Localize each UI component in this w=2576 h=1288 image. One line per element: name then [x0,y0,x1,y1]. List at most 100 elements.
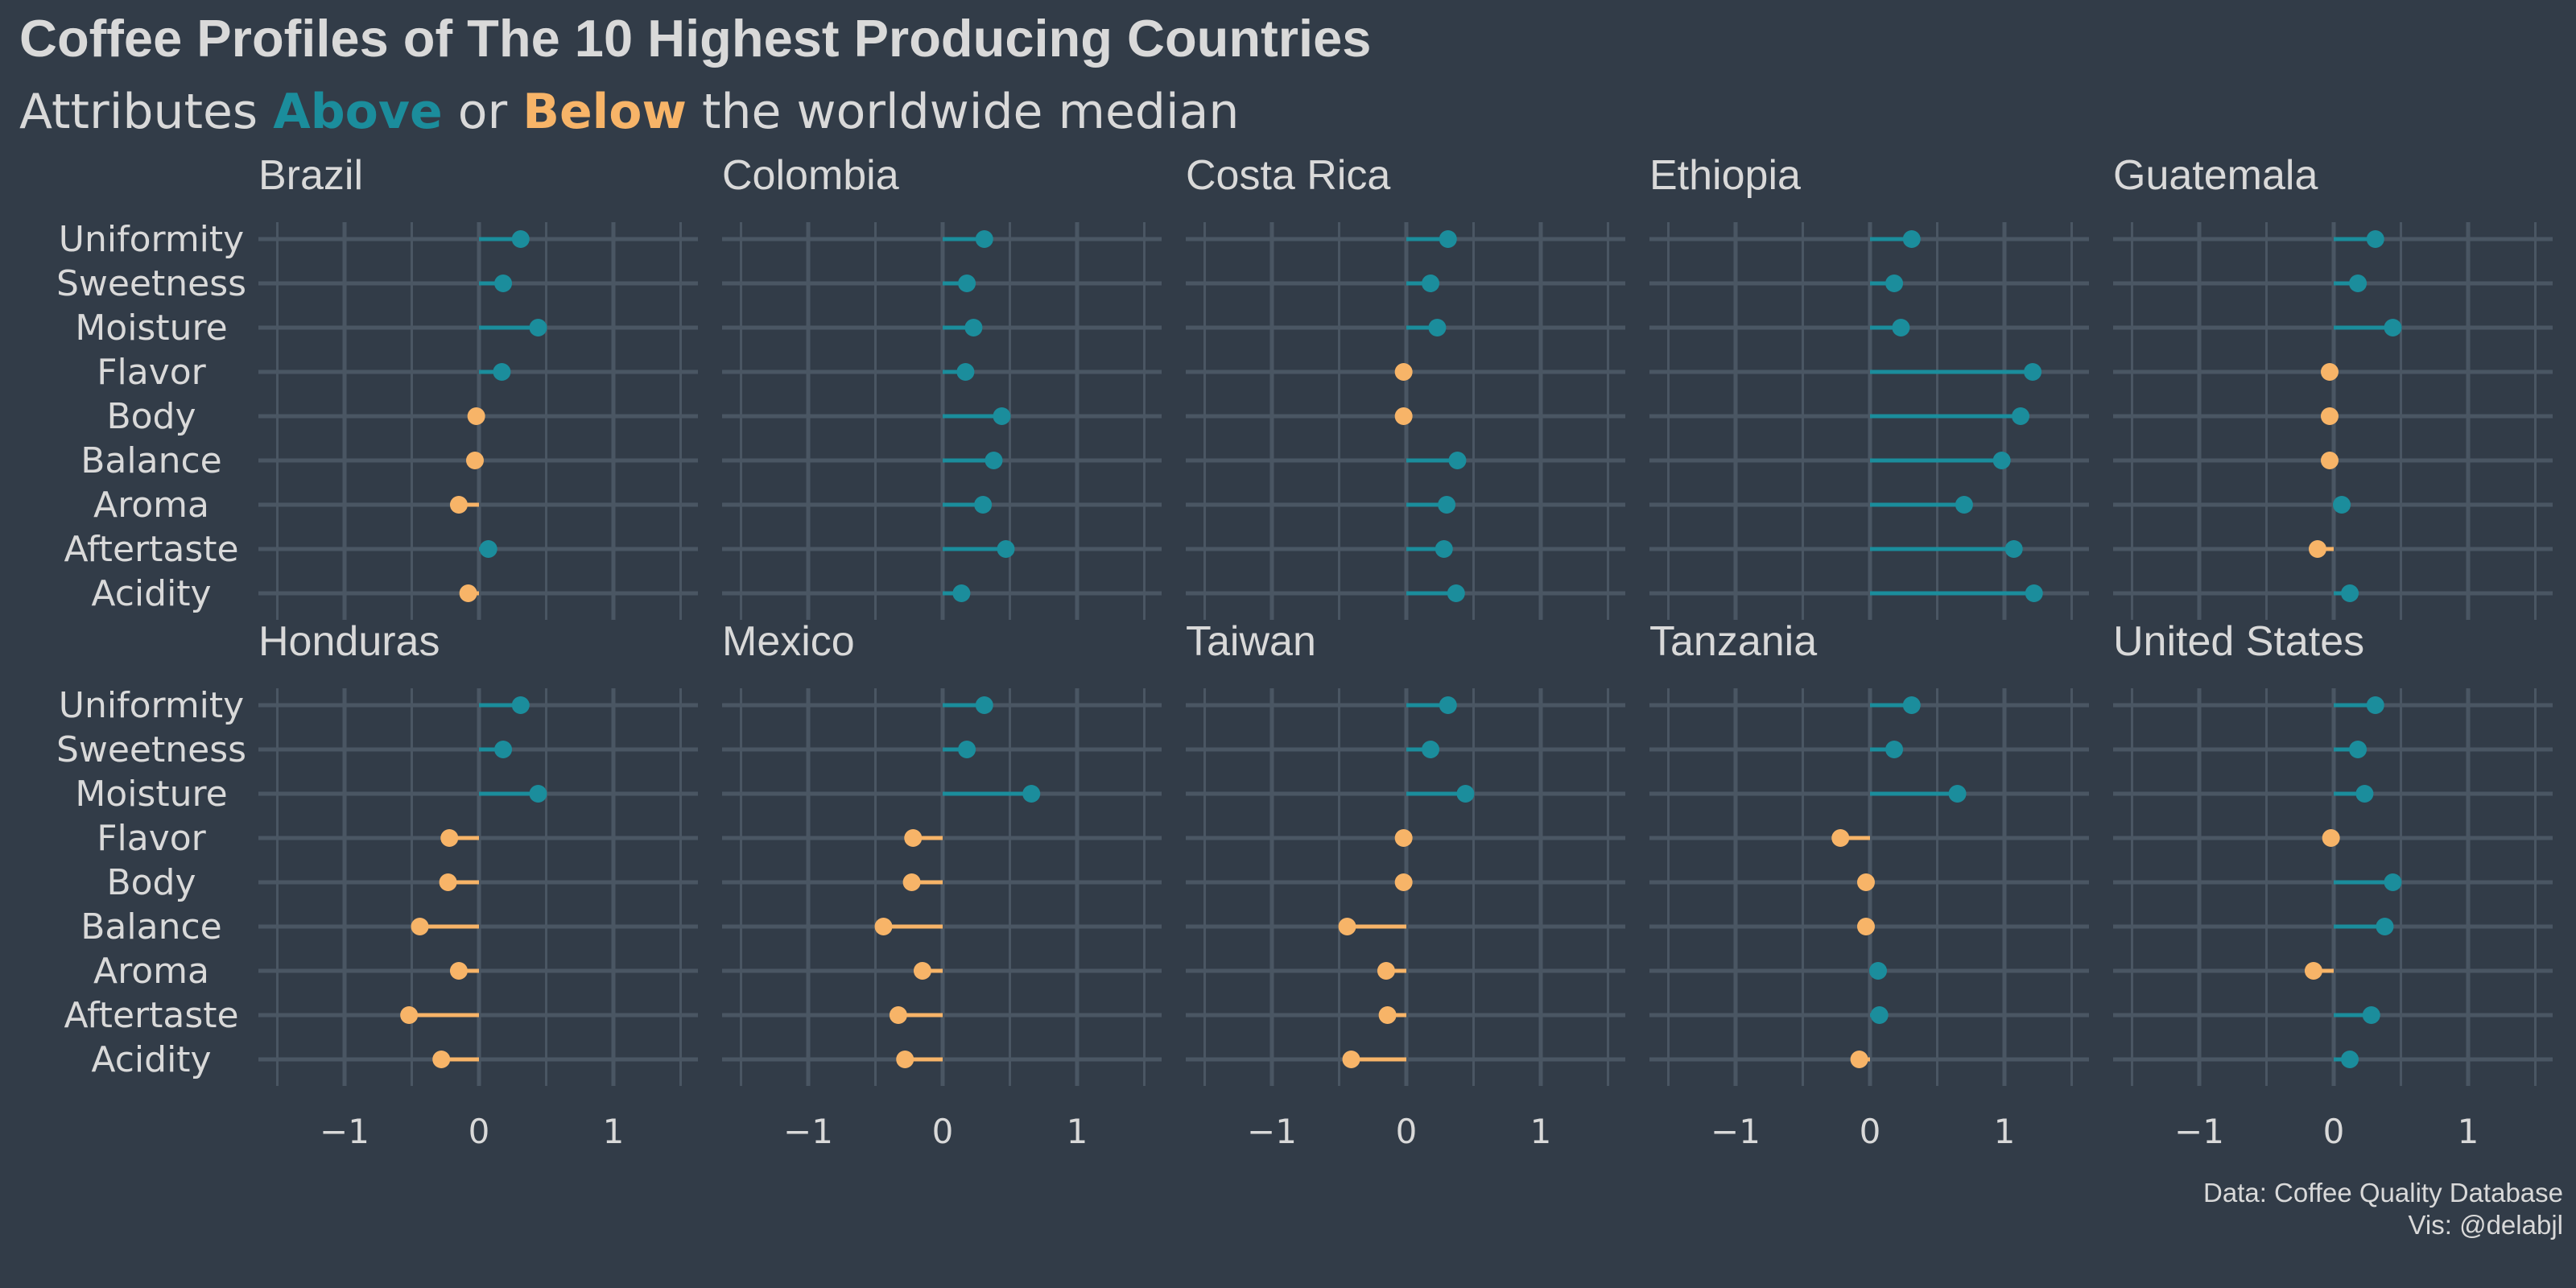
lollipop-point [411,918,429,935]
x-tick-label: −1 [783,1112,833,1151]
lollipop-point [432,1051,451,1068]
category-label: Uniformity [59,685,244,726]
lollipop-point [479,540,497,558]
lollipop-point [1885,275,1904,292]
x-tick-label: 1 [1994,1112,2016,1151]
lollipop-point [2384,873,2402,891]
lollipop-point [459,584,477,602]
lollipop-point [2384,319,2402,336]
category-label: Balance [80,906,221,947]
lollipop-point [2320,407,2339,425]
category-label: Aroma [93,485,209,526]
lollipop-point [1422,741,1440,758]
lollipop-point [1447,584,1465,602]
lollipop-point [1850,1051,1868,1068]
x-tick-label: 0 [932,1112,954,1151]
subtitle-suffix: the worldwide median [701,84,1240,140]
facet-title: Mexico [722,618,855,665]
lollipop-point [1856,918,1875,935]
x-tick-label: 0 [469,1112,490,1151]
lollipop-point [1902,230,1921,248]
lollipop-point [1870,1006,1889,1024]
facet-title: Ethiopia [1649,152,1801,199]
lollipop-point [1448,452,1467,469]
lollipop-point [1456,785,1475,803]
lollipop-point [2025,584,2043,602]
facet-title: Costa Rica [1186,152,1390,199]
lollipop-point [2355,785,2374,803]
lollipop-point [2366,696,2384,714]
lollipop-point [2320,452,2339,469]
lollipop-point [974,496,993,514]
lollipop-point [2320,363,2339,381]
facet-title: Brazil [258,152,363,199]
lollipop-point [2349,275,2368,292]
lollipop-point [1438,496,1456,514]
category-label: Acidity [91,573,211,614]
lollipop-point [1394,407,1413,425]
lollipop-point [956,363,975,381]
lollipop-point [1439,696,1457,714]
lollipop-point [400,1006,419,1024]
x-tick-label: −1 [2174,1112,2224,1151]
category-label: Acidity [91,1039,211,1080]
lollipop-point [1394,829,1413,847]
lollipop-point [1435,540,1453,558]
lollipop-point [964,319,983,336]
lollipop-point [889,1006,907,1024]
lollipop-point [439,873,457,891]
lollipop-point [2366,230,2384,248]
category-label: Flavor [97,352,206,393]
lollipop-point [2012,407,2030,425]
chart-subtitle: Attributes Above or Below the worldwide … [19,84,1239,140]
lollipop-point [985,452,1003,469]
lollipop-point [902,873,921,891]
lollipop-point [1856,873,1875,891]
lollipop-point [1992,452,2011,469]
lollipop-point [1342,1051,1360,1068]
x-tick-label: −1 [1711,1112,1761,1151]
category-label: Aftertaste [64,995,238,1036]
category-label: Aftertaste [64,529,238,570]
x-tick-label: 1 [1530,1112,1552,1151]
facet-title: Honduras [258,618,440,665]
subtitle-below-label: Below [522,84,687,140]
facet-title: Guatemala [2113,152,2318,199]
lollipop-point [529,785,547,803]
subtitle-prefix: Attributes [19,84,258,140]
lollipop-point [2304,962,2322,980]
facet-title: United States [2113,618,2364,665]
lollipop-point [2308,540,2326,558]
lollipop-point [2004,540,2023,558]
lollipop-point [1422,275,1440,292]
lollipop-point [904,829,923,847]
lollipop-point [2349,741,2368,758]
x-tick-label: −1 [320,1112,369,1151]
lollipop-point [975,230,993,248]
facet-title: Tanzania [1649,618,1817,665]
lollipop-point [1428,319,1447,336]
lollipop-point [874,918,893,935]
lollipop-point [1892,319,1910,336]
x-tick-label: 0 [1860,1112,1881,1151]
lollipop-point [1394,873,1413,891]
lollipop-point [1378,1006,1397,1024]
category-label: Moisture [75,774,227,815]
lollipop-point [1955,496,1973,514]
lollipop-point [494,741,513,758]
chart-title: Coffee Profiles of The 10 Highest Produc… [19,9,1372,68]
caption-credit: Vis: @delabjl [2408,1210,2564,1240]
lollipop-point [993,407,1011,425]
category-label: Moisture [75,308,227,349]
category-label: Uniformity [59,219,244,260]
lollipop-point [2024,363,2042,381]
lollipop-point [511,696,530,714]
x-tick-label: 1 [603,1112,625,1151]
lollipop-point [529,319,547,336]
category-label: Sweetness [56,263,246,304]
lollipop-point [2333,496,2351,514]
lollipop-point [493,363,511,381]
lollipop-point [1831,829,1850,847]
lollipop-point [440,829,459,847]
